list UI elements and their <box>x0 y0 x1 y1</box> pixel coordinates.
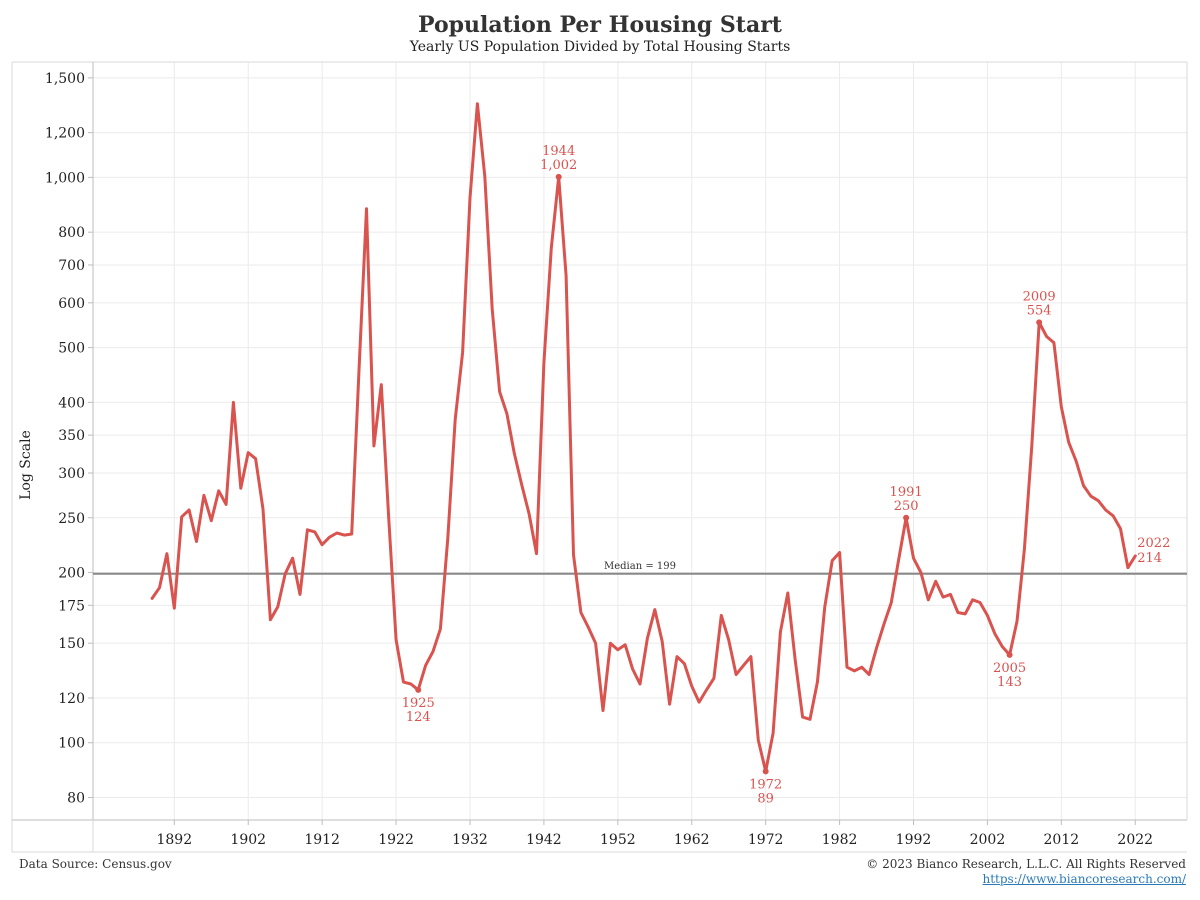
annotation-year-label: 2005 <box>993 661 1026 676</box>
median-label: Median = 199 <box>604 561 676 572</box>
chart-title: Population Per Housing Start <box>418 12 782 38</box>
annotation-value-label: 124 <box>406 710 431 725</box>
y-tick-label: 350 <box>58 428 85 444</box>
annotation-marker <box>1006 651 1013 658</box>
copyright-note: © 2023 Bianco Research, L.L.C. All Right… <box>866 857 1186 871</box>
x-tick-label: 1972 <box>748 832 784 848</box>
x-tick-label: 1892 <box>156 832 192 848</box>
x-tick-label: 1922 <box>378 832 414 848</box>
annotation-year-label: 1991 <box>890 485 923 500</box>
x-tick-label: 2002 <box>970 832 1006 848</box>
annotation-value-label: 554 <box>1027 303 1052 318</box>
annotation-year-label: 2022 <box>1137 536 1170 551</box>
annotation-marker <box>1036 319 1043 326</box>
annotation-value-label: 250 <box>894 499 919 514</box>
annotation-value-label: 1,002 <box>540 158 577 173</box>
y-tick-label: 250 <box>58 511 85 527</box>
annotation-year-label: 1944 <box>542 144 575 159</box>
data-source-note: Data Source: Census.gov <box>19 857 172 871</box>
y-tick-label: 500 <box>58 341 85 357</box>
x-tick-label: 1952 <box>600 832 636 848</box>
y-tick-label: 120 <box>58 691 85 707</box>
x-tick-label: 2022 <box>1117 832 1153 848</box>
y-tick-label: 80 <box>67 791 85 807</box>
website-link[interactable]: https://www.biancoresearch.com/ <box>982 872 1186 886</box>
x-tick-label: 1932 <box>452 832 488 848</box>
y-tick-label: 150 <box>58 636 85 652</box>
x-tick-label: 1942 <box>526 832 562 848</box>
gridlines <box>93 62 1187 820</box>
annotation-value-label: 143 <box>997 675 1022 690</box>
y-tick-label: 600 <box>58 296 85 312</box>
annotation-marker <box>903 514 910 521</box>
x-tick-label: 1992 <box>896 832 932 848</box>
y-tick-label: 200 <box>58 566 85 582</box>
annotation-marker <box>555 173 562 180</box>
series-group <box>150 102 1137 773</box>
y-tick-label: 800 <box>58 225 85 241</box>
y-tick-label: 175 <box>58 598 85 614</box>
chart-subtitle: Yearly US Population Divided by Total Ho… <box>409 39 791 55</box>
y-tick-label: 400 <box>58 395 85 411</box>
series-line <box>150 102 1137 773</box>
y-tick-label: 300 <box>58 466 85 482</box>
x-tick-label: 2012 <box>1044 832 1080 848</box>
median-group: Median = 199 <box>93 561 1187 575</box>
annotation-year-label: 2009 <box>1023 289 1056 304</box>
y-tick-label: 700 <box>58 258 85 274</box>
annotation-marker <box>415 686 422 693</box>
annotation-value-label: 214 <box>1137 551 1162 566</box>
y-tick-label: 1,000 <box>45 170 85 186</box>
axes: 80 100 120 150 175 200 250 300 350 400 500 600 700 80… <box>11 61 1188 853</box>
x-tick-label: 1982 <box>822 832 858 848</box>
y-axis-label: Log Scale <box>18 430 34 500</box>
y-tick-label: 1,500 <box>45 71 85 87</box>
annotation-year-label: 1972 <box>749 777 782 792</box>
x-tick-label: 1962 <box>674 832 710 848</box>
annotation-marker <box>762 768 769 775</box>
y-tick-label: 100 <box>58 736 85 752</box>
y-tick-label: 1,200 <box>45 126 85 142</box>
x-tick-label: 1902 <box>230 832 266 848</box>
annotation-value-label: 89 <box>757 791 774 806</box>
annotation-year-label: 1925 <box>402 696 435 711</box>
x-tick-label: 1912 <box>304 832 340 848</box>
